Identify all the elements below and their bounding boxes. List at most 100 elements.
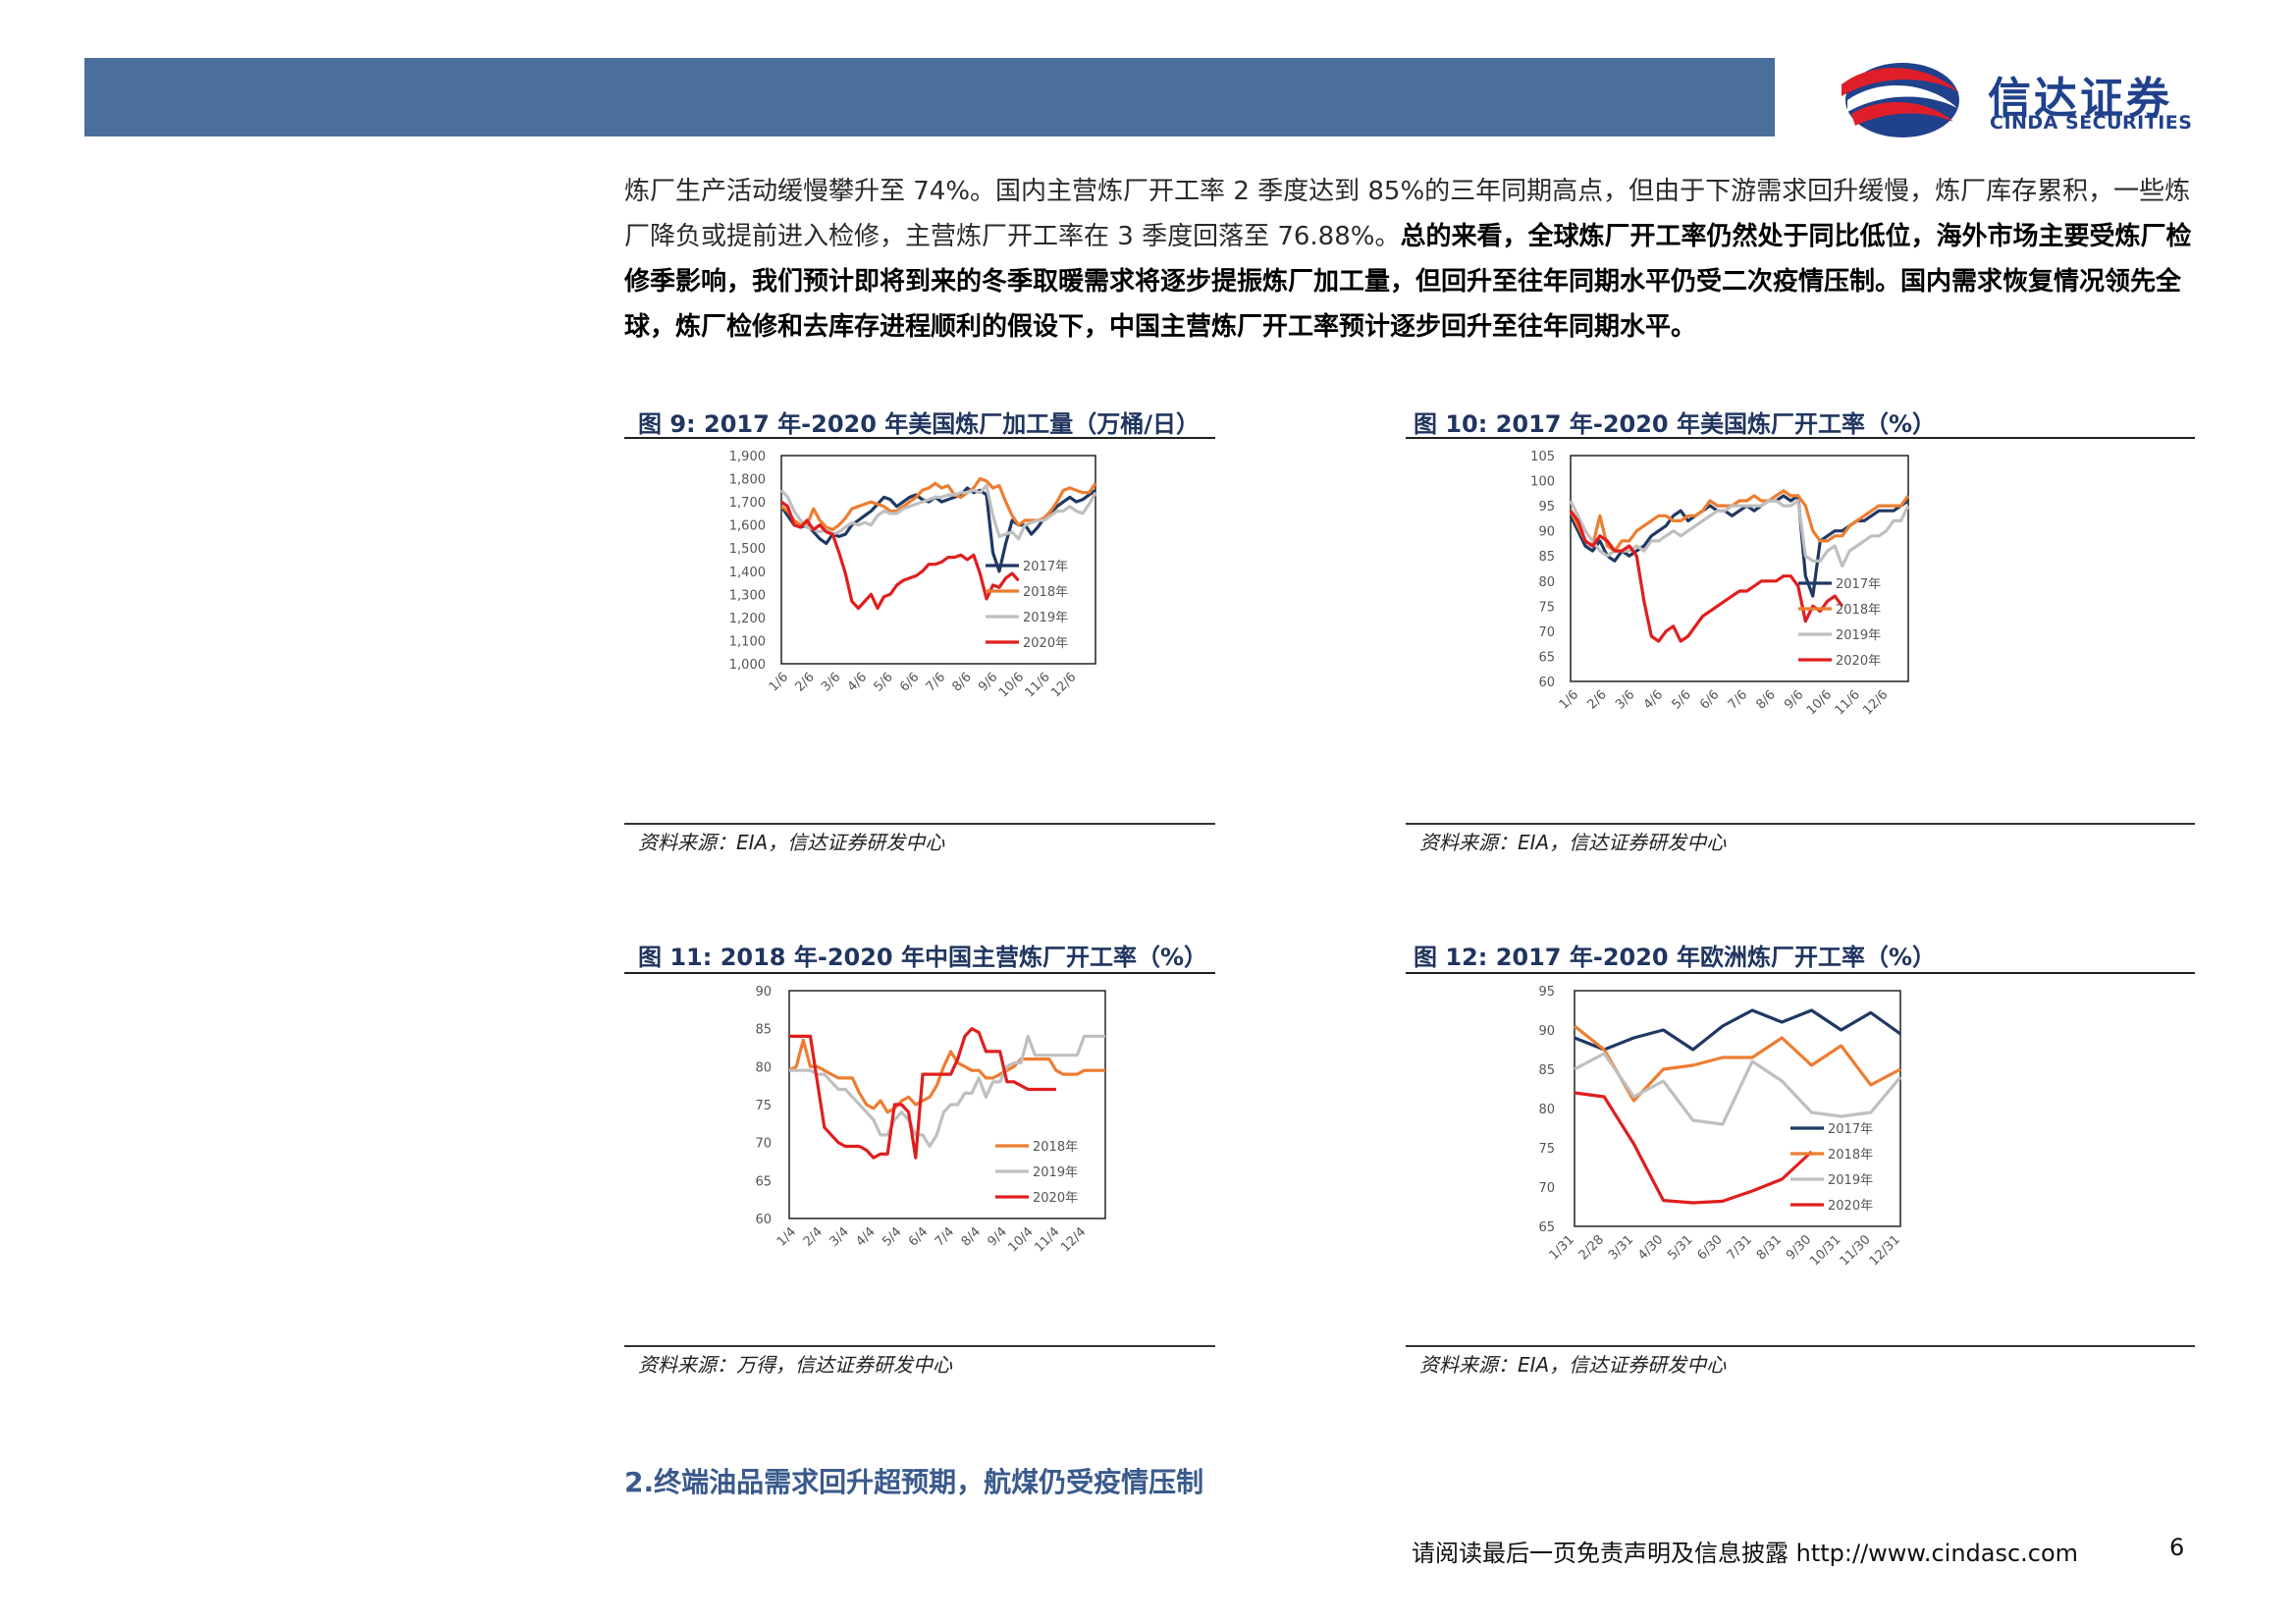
series-line-2019: [1574, 1052, 1902, 1126]
y-tick-label: 90: [1538, 525, 1555, 540]
x-tick-label: 6/6: [1697, 687, 1722, 712]
x-tick-label: 3/31: [1606, 1232, 1636, 1263]
legend-label: 2018年: [1836, 603, 1881, 618]
series-line-2020: [789, 1027, 1056, 1160]
x-tick-label: 1/6: [1557, 687, 1581, 712]
legend-label: 2019年: [1023, 611, 1068, 625]
y-tick-label: 85: [1538, 1063, 1555, 1078]
y-tick-label: 90: [755, 985, 772, 1000]
y-tick-label: 1,100: [729, 634, 766, 649]
series-line-2019: [1569, 499, 1910, 568]
y-tick-label: 90: [1538, 1024, 1555, 1039]
y-tick-label: 1,900: [729, 450, 766, 464]
series-line-2020: [1574, 1091, 1813, 1205]
fig12-chart: 65 70 75 80 85 90 95 1/312/283/314/305/316/307/…: [1538, 985, 1903, 1269]
series-line-2018: [788, 1038, 1105, 1114]
page-number: 6: [2169, 1534, 2185, 1561]
body-text-regular: 炼厂生产活动缓慢攀升至 74%。国内主营炼厂开工率 2 季度达到 85%的三年同…: [624, 177, 2191, 251]
x-tick-label: 8/6: [1753, 687, 1778, 712]
body-paragraph: 炼厂生产活动缓慢攀升至 74%。国内主营炼厂开工率 2 季度达到 85%的三年同…: [624, 169, 2195, 350]
legend-label: 2020年: [1033, 1191, 1078, 1206]
x-tick-label: 12/31: [1867, 1232, 1903, 1269]
fig11-title: 图 11: 2018 年-2020 年中国主营炼厂开工率（%）: [638, 944, 1208, 971]
x-tick-label: 5/6: [871, 670, 895, 694]
y-tick-label: 75: [1538, 600, 1555, 615]
legend-label: 2018年: [1023, 585, 1068, 600]
fig10-top-rule: [1406, 437, 2195, 439]
fig12-top-rule: [1406, 972, 2195, 974]
x-tick-label: 4/6: [845, 670, 870, 694]
fig9-source: 资料来源：EIA，信达证券研发中心: [638, 831, 945, 854]
fig12-source: 资料来源：EIA，信达证券研发中心: [1419, 1353, 1727, 1377]
plot-frame: [788, 990, 1106, 1219]
series-line-2020: [780, 500, 1020, 611]
x-tick-label: 2/4: [801, 1224, 826, 1249]
x-tick-label: 11/6: [1023, 670, 1053, 700]
x-tick-label: 10/31: [1807, 1232, 1843, 1269]
fig10-title: 图 10: 2017 年-2020 年美国炼厂开工率（%）: [1414, 410, 1937, 438]
y-tick-label: 105: [1530, 450, 1555, 464]
plot-frame: [1570, 455, 1909, 682]
legend-label: 2020年: [1828, 1199, 1873, 1214]
legend-label: 2018年: [1033, 1140, 1078, 1155]
x-tick-label: 5/6: [1669, 687, 1693, 712]
x-tick-label: 9/6: [1782, 687, 1806, 712]
fig9-chart: 1,000 1,100 1,200 1,300 1,400 1,500 1,600 1,700…: [729, 450, 1097, 700]
fig10-chart: 60 65 70 75 80 85 90 95 100 105 1/6 2/6 3/6 4/6 5/6 6/6…: [1530, 450, 1910, 718]
y-tick-label: 75: [755, 1099, 772, 1113]
x-tick-label: 4/6: [1641, 687, 1666, 712]
y-tick-label: 70: [1538, 625, 1555, 640]
y-tick-label: 60: [1538, 676, 1555, 690]
fig12-title: 图 12: 2017 年-2020 年欧洲炼厂开工率（%）: [1414, 944, 1937, 971]
legend-label: 2020年: [1836, 654, 1881, 669]
footer-disclaimer: 请阅读最后一页免责声明及信息披露 http://www.cindasc.com: [1412, 1540, 2079, 1567]
cinda-logo-mark-icon: [1842, 63, 1959, 137]
y-tick-label: 65: [755, 1174, 772, 1189]
x-tick-label: 6/6: [897, 670, 922, 694]
y-tick-label: 65: [1538, 1220, 1555, 1235]
logo-english-text: CINDA SECURITIES: [1990, 112, 2193, 134]
y-tick-label: 80: [1538, 1103, 1555, 1117]
y-tick-label: 1,200: [729, 612, 766, 626]
y-tick-label: 70: [1538, 1181, 1555, 1196]
y-tick-label: 80: [755, 1060, 772, 1075]
x-tick-label: 3/6: [1613, 687, 1637, 712]
x-tick-label: 11/4: [1032, 1224, 1062, 1255]
y-tick-label: 85: [1538, 550, 1555, 565]
y-tick-label: 60: [755, 1213, 772, 1227]
plot-frame: [1574, 990, 1901, 1227]
y-tick-label: 75: [1538, 1142, 1555, 1157]
x-tick-label: 5/31: [1665, 1232, 1695, 1263]
y-tick-label: 70: [755, 1137, 772, 1152]
legend-label: 2019年: [1836, 628, 1881, 643]
x-tick-label: 1/6: [767, 670, 791, 694]
x-tick-label: 8/31: [1754, 1232, 1785, 1263]
fig11-source: 资料来源：万得，信达证券研发中心: [638, 1353, 952, 1377]
y-tick-label: 1,300: [729, 588, 766, 603]
legend-label: 2017年: [1828, 1122, 1873, 1137]
x-tick-label: 10/6: [1804, 687, 1835, 718]
fig11-bottom-rule: [624, 1345, 1215, 1347]
x-tick-label: 6/30: [1694, 1232, 1725, 1263]
fig10-bottom-rule: [1406, 823, 2195, 825]
cinda-logo: 信达证券 CINDA SECURITIES: [1834, 55, 2226, 143]
y-tick-label: 1,400: [729, 566, 766, 580]
fig10-source: 资料来源：EIA，信达证券研发中心: [1419, 831, 1727, 854]
x-tick-label: 4/30: [1635, 1232, 1666, 1263]
y-tick-label: 80: [1538, 575, 1555, 590]
x-tick-label: 11/30: [1838, 1232, 1874, 1269]
series-line-2018: [780, 476, 1097, 532]
series-line-2020: [1569, 510, 1843, 643]
x-tick-label: 1/31: [1547, 1232, 1577, 1263]
x-tick-label: 6/4: [906, 1224, 931, 1249]
legend-label: 2019年: [1033, 1165, 1078, 1180]
x-tick-label: 2/6: [792, 670, 817, 694]
x-tick-label: 12/4: [1058, 1224, 1089, 1255]
x-tick-label: 3/4: [828, 1224, 852, 1249]
fig9-top-rule: [624, 437, 1215, 439]
x-tick-label: 2/6: [1584, 687, 1609, 712]
y-tick-label: 65: [1538, 650, 1555, 665]
x-tick-label: 12/6: [1860, 687, 1891, 718]
x-tick-label: 3/6: [819, 670, 843, 694]
